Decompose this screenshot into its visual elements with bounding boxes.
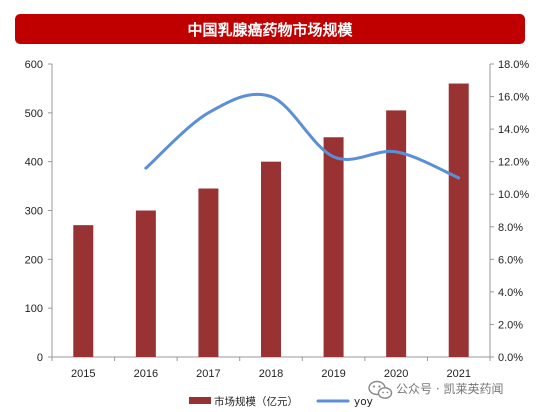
- y-right-tick-label: 4.0%: [498, 287, 523, 299]
- y-left-tick-label: 100: [25, 303, 43, 315]
- x-tick-label: 2015: [71, 368, 95, 380]
- x-tick-label: 2021: [446, 368, 470, 380]
- y-right-tick-label: 0.0%: [498, 352, 523, 364]
- legend-label-line: yoy: [354, 396, 373, 408]
- bar: [198, 188, 219, 357]
- legend: 市场规模（亿元） yoy: [189, 395, 373, 408]
- wechat-icon: [368, 380, 393, 399]
- x-tick-label: 2019: [321, 368, 345, 380]
- x-tick-label: 2020: [384, 368, 408, 380]
- y-right-tick-label: 14.0%: [498, 124, 529, 136]
- bar: [386, 110, 407, 358]
- y-right-tick-label: 8.0%: [498, 222, 523, 234]
- bar: [448, 83, 469, 358]
- title-banner: [15, 14, 525, 44]
- watermark: 公众号 · 凯莱英药闻: [368, 380, 503, 399]
- y-right-tick-label: 6.0%: [498, 254, 523, 266]
- x-tick-label: 2017: [196, 368, 220, 380]
- y-right-tick-label: 16.0%: [498, 92, 529, 104]
- y-right-tick-label: 2.0%: [498, 319, 523, 331]
- bar: [261, 161, 281, 357]
- chart-title: 中国乳腺癌药物市场规模: [187, 21, 353, 39]
- y-left-tick-label: 400: [25, 157, 43, 169]
- legend-label-bar: 市场规模（亿元）: [214, 395, 298, 408]
- watermark-text: 公众号 · 凯莱英药闻: [396, 382, 503, 396]
- x-tick-label: 2016: [134, 368, 158, 380]
- y-right-tick-label: 10.0%: [498, 189, 529, 201]
- bar: [135, 210, 156, 357]
- y-left-tick-label: 0: [37, 352, 43, 364]
- legend-swatch-bar: [189, 397, 211, 404]
- y-right-tick-label: 18.0%: [498, 59, 529, 71]
- y-right-tick-label: 12.0%: [498, 157, 529, 169]
- y-left-tick-label: 500: [25, 108, 43, 120]
- bar-series: [73, 83, 469, 358]
- x-tick-label: 2018: [259, 368, 283, 380]
- line-series: [144, 92, 461, 180]
- y-left-tick-label: 600: [25, 59, 43, 71]
- yoy-line: [144, 92, 461, 180]
- bar: [323, 137, 344, 357]
- tick-labels: 0 100 200 300 400 500 600 0.0% 2.0% 4.0% 6.0% 8.0% 1…: [25, 59, 530, 380]
- bar: [73, 225, 94, 357]
- y-left-tick-label: 300: [25, 206, 43, 218]
- y-left-tick-label: 200: [25, 254, 43, 266]
